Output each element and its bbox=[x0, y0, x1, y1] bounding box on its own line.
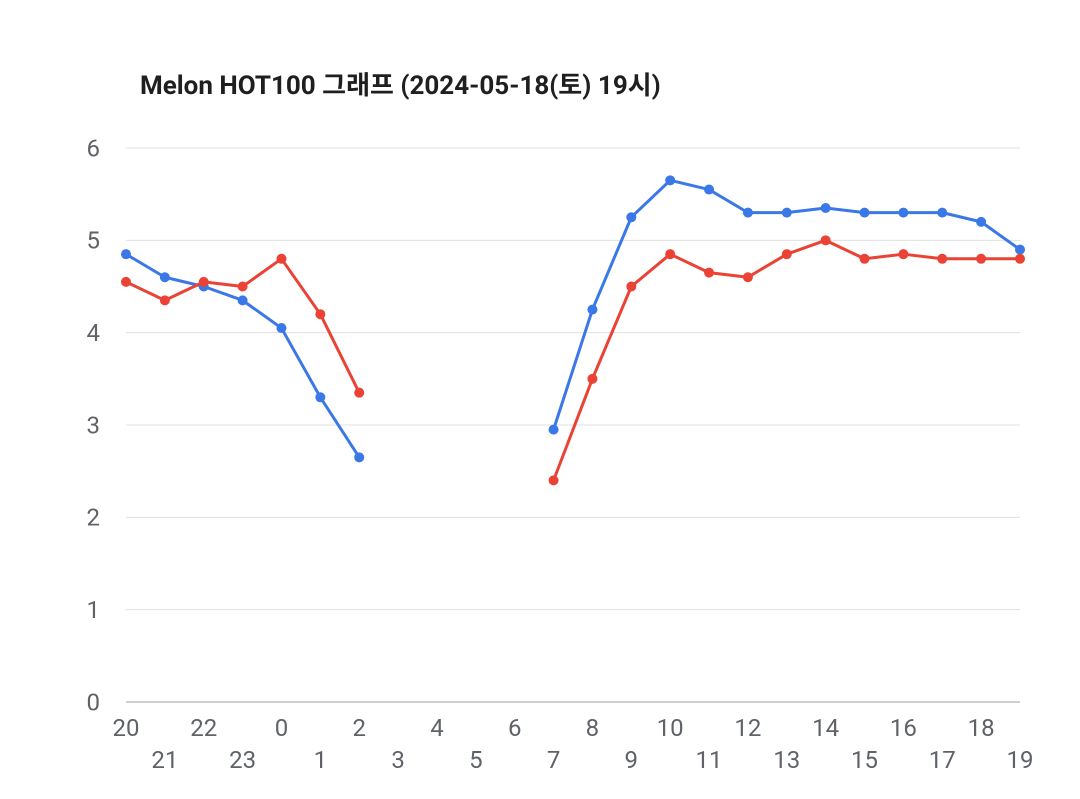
chart-plot-area: 0123456202122230123456789101112131415161… bbox=[0, 0, 1080, 799]
series-red-marker bbox=[315, 309, 325, 319]
y-tick-label: 1 bbox=[87, 596, 101, 624]
x-tick-label: 14 bbox=[812, 714, 839, 742]
x-tick-label: 23 bbox=[229, 746, 256, 774]
x-tick-label: 16 bbox=[890, 714, 917, 742]
x-tick-label: 20 bbox=[113, 714, 140, 742]
chart-page: Melon HOT100 그래프 (2024-05-18(토) 19시) 012… bbox=[0, 0, 1080, 799]
x-tick-label: 2 bbox=[352, 714, 366, 742]
series-blue-marker bbox=[704, 185, 714, 195]
x-tick-label: 0 bbox=[275, 714, 289, 742]
series-blue-marker bbox=[160, 272, 170, 282]
series-blue-marker bbox=[821, 203, 831, 213]
series-red-line bbox=[554, 240, 1020, 480]
series-blue-marker bbox=[937, 208, 947, 218]
series-red-marker bbox=[354, 388, 364, 398]
series-red-marker bbox=[1015, 254, 1025, 264]
series-red-marker bbox=[860, 254, 870, 264]
series-red-marker bbox=[199, 277, 209, 287]
x-tick-label: 6 bbox=[508, 714, 522, 742]
x-tick-label: 18 bbox=[968, 714, 995, 742]
series-blue-marker bbox=[743, 208, 753, 218]
series-blue-marker bbox=[626, 212, 636, 222]
series-red-marker bbox=[276, 254, 286, 264]
x-tick-label: 12 bbox=[734, 714, 761, 742]
series-red-marker bbox=[704, 268, 714, 278]
series-red-marker bbox=[121, 277, 131, 287]
chart-svg: 0123456202122230123456789101112131415161… bbox=[0, 0, 1080, 799]
series-red-marker bbox=[898, 249, 908, 259]
series-red-marker bbox=[587, 374, 597, 384]
series-red-marker bbox=[821, 235, 831, 245]
x-tick-label: 3 bbox=[391, 746, 405, 774]
series-red-marker bbox=[743, 272, 753, 282]
x-tick-label: 10 bbox=[657, 714, 684, 742]
y-tick-label: 3 bbox=[87, 411, 101, 439]
x-tick-label: 4 bbox=[430, 714, 444, 742]
x-tick-label: 22 bbox=[190, 714, 217, 742]
x-tick-label: 7 bbox=[547, 746, 561, 774]
series-blue-marker bbox=[549, 425, 559, 435]
series-red-marker bbox=[626, 282, 636, 292]
series-blue-marker bbox=[860, 208, 870, 218]
series-blue-marker bbox=[782, 208, 792, 218]
series-red-marker bbox=[665, 249, 675, 259]
series-blue-marker bbox=[1015, 245, 1025, 255]
x-tick-label: 1 bbox=[314, 746, 328, 774]
y-tick-label: 5 bbox=[87, 227, 101, 255]
series-red-marker bbox=[160, 295, 170, 305]
series-blue-marker bbox=[276, 323, 286, 333]
x-tick-label: 8 bbox=[586, 714, 600, 742]
y-tick-label: 0 bbox=[87, 688, 101, 716]
x-tick-label: 5 bbox=[469, 746, 483, 774]
y-tick-label: 2 bbox=[87, 504, 101, 532]
x-tick-label: 15 bbox=[851, 746, 878, 774]
y-tick-label: 6 bbox=[87, 134, 101, 162]
series-blue-marker bbox=[976, 217, 986, 227]
x-tick-label: 13 bbox=[773, 746, 800, 774]
series-blue-marker bbox=[121, 249, 131, 259]
x-tick-label: 19 bbox=[1007, 746, 1034, 774]
series-red-marker bbox=[937, 254, 947, 264]
x-tick-label: 11 bbox=[696, 746, 723, 774]
series-red-marker bbox=[782, 249, 792, 259]
series-red-marker bbox=[549, 475, 559, 485]
x-tick-label: 21 bbox=[151, 746, 178, 774]
x-tick-label: 9 bbox=[625, 746, 639, 774]
y-tick-label: 4 bbox=[87, 319, 101, 347]
series-blue-marker bbox=[587, 305, 597, 315]
series-red-marker bbox=[976, 254, 986, 264]
series-blue-marker bbox=[315, 392, 325, 402]
series-blue-marker bbox=[898, 208, 908, 218]
series-blue-marker bbox=[354, 452, 364, 462]
series-red-marker bbox=[238, 282, 248, 292]
series-blue-marker bbox=[665, 175, 675, 185]
series-blue-marker bbox=[238, 295, 248, 305]
x-tick-label: 17 bbox=[929, 746, 956, 774]
